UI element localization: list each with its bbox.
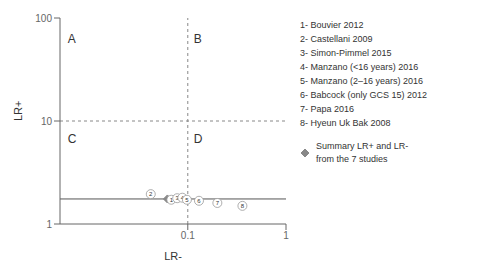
svg-text:A: A (68, 32, 76, 46)
svg-text:2: 2 (149, 191, 153, 197)
svg-text:LR+: LR+ (12, 101, 24, 122)
svg-text:8: 8 (241, 203, 245, 209)
svg-text:1: 1 (283, 230, 289, 241)
svg-text:7: 7 (216, 200, 220, 206)
svg-text:100: 100 (35, 13, 52, 24)
html-text:6- Babcock (only GCS 15) 2012: 6- Babcock (only GCS 15) 2012 (300, 90, 428, 100)
svg-text:5: 5 (185, 197, 189, 203)
html-text:4- Manzano (<16 years) 2016: 4- Manzano (<16 years) 2016 (300, 62, 419, 72)
svg-text:B: B (194, 32, 202, 46)
svg-text:10: 10 (41, 116, 53, 127)
svg-text:6: 6 (197, 198, 201, 204)
html-text:8- Hyeun Uk Bak 2008: 8- Hyeun Uk Bak 2008 (300, 118, 391, 128)
html-text:Summary LR+ and LR- from the 7: Summary LR+ and LR- from the 7 studies (316, 141, 409, 164)
html-text:1 3 4: 1 3 4 (169, 194, 184, 203)
svg-text:LR-: LR- (164, 250, 182, 262)
svg-text:1: 1 (46, 219, 52, 230)
html-text:5- Manzano (2–16 years) 2016: 5- Manzano (2–16 years) 2016 (300, 76, 424, 86)
html-text:1- Bouvier 2012: 1- Bouvier 2012 (300, 20, 364, 30)
svg-text:D: D (194, 132, 203, 146)
html-text:3- Simon-Pimmel 2015: 3- Simon-Pimmel 2015 (300, 48, 392, 58)
html-text:7- Papa 2016: 7- Papa 2016 (300, 104, 354, 114)
html-text:2- Castellani 2009: 2- Castellani 2009 (300, 34, 373, 44)
svg-text:0.1: 0.1 (181, 230, 195, 241)
svg-text:C: C (68, 132, 77, 146)
